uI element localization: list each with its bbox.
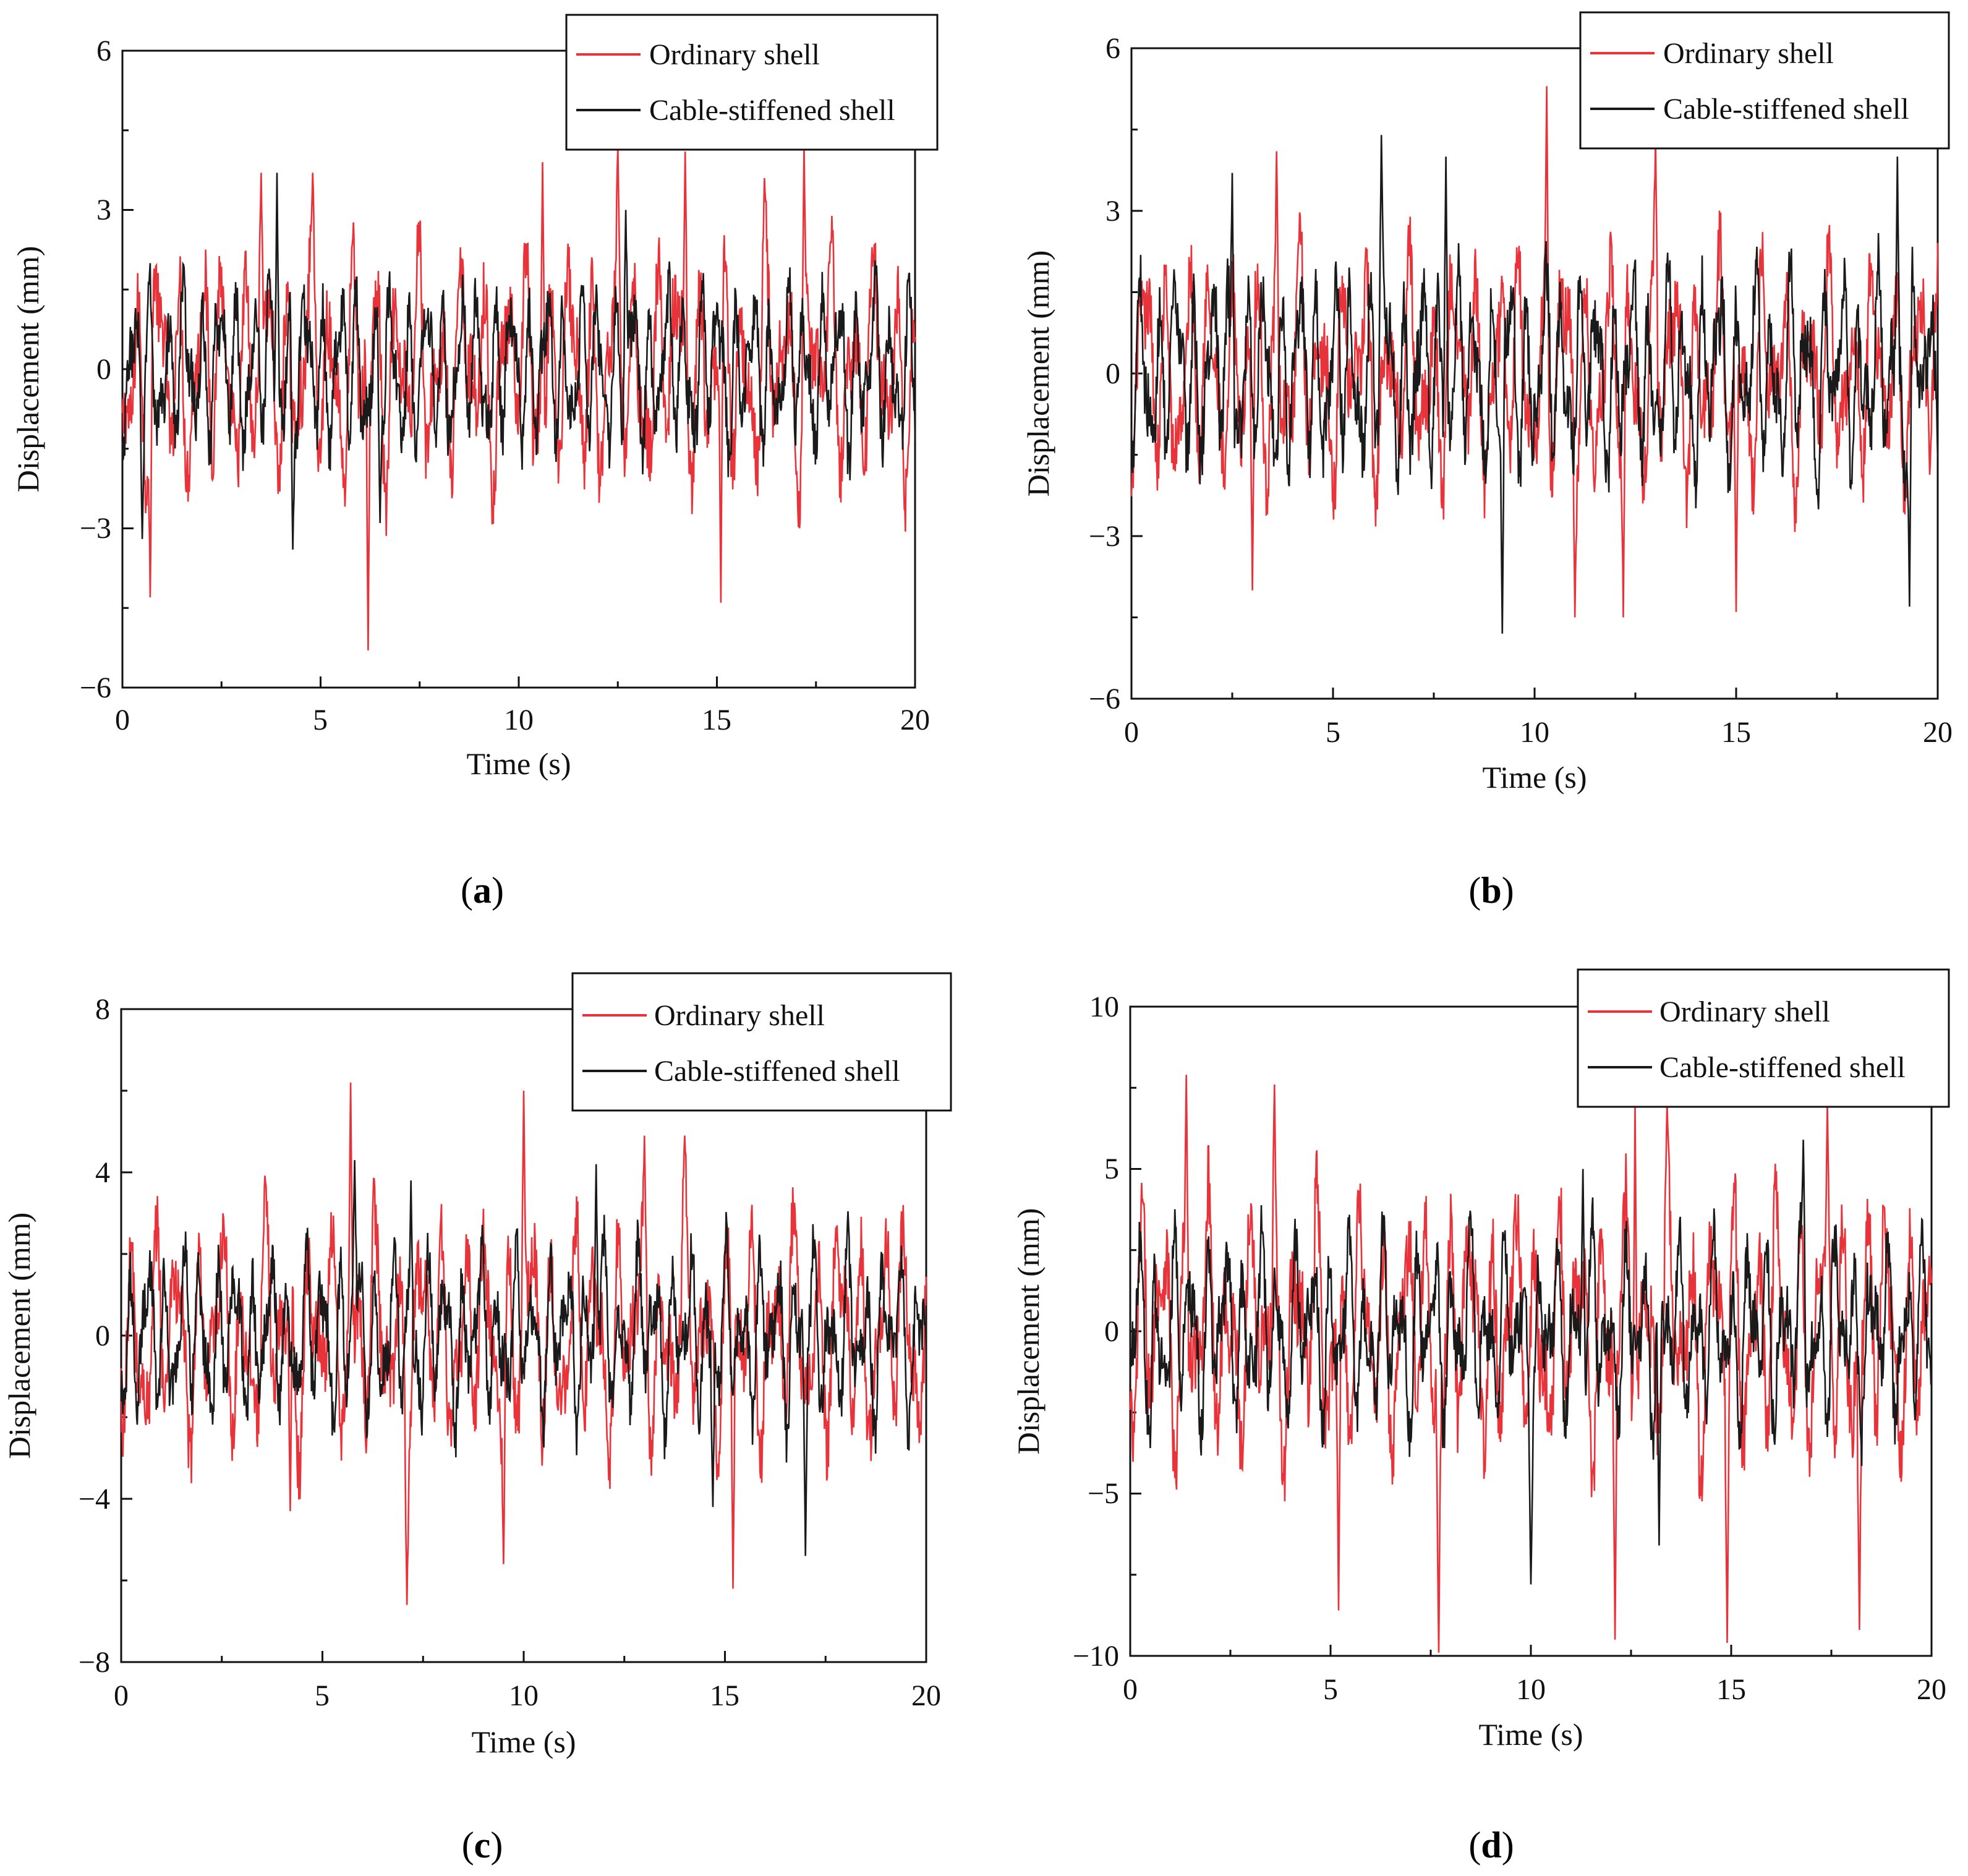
panel-d-legend-label-ordinary: Ordinary shell bbox=[1659, 996, 1830, 1028]
panel-b-xtick-label-2: 10 bbox=[1520, 716, 1549, 749]
panel-a-xtick-label-2: 10 bbox=[504, 704, 534, 736]
panel-a-ytick-label-2: 0 bbox=[96, 353, 111, 386]
panel-b-legend-label-cable: Cable-stiffened shell bbox=[1663, 93, 1909, 126]
panel-b-caption-letter: b bbox=[1481, 870, 1501, 911]
panel-c-ytick-label-4: −8 bbox=[79, 1646, 110, 1679]
panel-d-legend: Ordinary shell Cable-stiffened shell bbox=[1577, 968, 1950, 1108]
panel-a-series bbox=[121, 146, 916, 650]
panel-a: 6 3 0 −3 −6 0 5 10 15 20 Time (s) Displa… bbox=[11, 14, 939, 911]
panel-c-legend-box bbox=[571, 972, 952, 1112]
panel-d-x-axis-title: Time (s) bbox=[1478, 1717, 1583, 1752]
panel-c-xtick-label-4: 20 bbox=[911, 1679, 941, 1712]
panel-b-legend-box bbox=[1579, 11, 1950, 150]
panel-b-series bbox=[1130, 86, 1939, 634]
panel-c-xtick-label-0: 0 bbox=[114, 1679, 129, 1712]
panel-b: 6 3 0 −3 −6 0 5 10 15 20 Time (s) Displa… bbox=[1021, 11, 1953, 911]
panel-b-y-axis-title: Displacement (mm) bbox=[1021, 250, 1055, 497]
panel-b-gridticks bbox=[1130, 47, 1939, 700]
panel-a-ytick-label-4: −6 bbox=[80, 672, 111, 704]
panel-b-xtick-label-0: 0 bbox=[1124, 716, 1139, 749]
panel-a-legend-box bbox=[565, 14, 939, 151]
panel-a-legend-label-ordinary: Ordinary shell bbox=[649, 38, 820, 71]
panel-d-xtick-label-4: 20 bbox=[1917, 1673, 1946, 1706]
panel-a-caption: (a) bbox=[461, 870, 504, 911]
panel-a-series-ordinary-shell bbox=[121, 146, 916, 650]
panel-c-y-axis-title: Displacement (mm) bbox=[2, 1213, 36, 1459]
panel-d-ytick-label-1: 5 bbox=[1104, 1153, 1119, 1185]
panel-d-xtick-label-2: 10 bbox=[1516, 1673, 1546, 1706]
panel-c-ytick-label-0: 8 bbox=[95, 993, 110, 1026]
panel-c-x-axis-title: Time (s) bbox=[471, 1725, 576, 1759]
panel-a-ytick-label-0: 6 bbox=[96, 35, 111, 67]
panel-b-ytick-label-1: 3 bbox=[1105, 195, 1120, 228]
panel-c-ytick-label-1: 4 bbox=[95, 1156, 110, 1189]
panel-b-xtick-label-3: 15 bbox=[1721, 716, 1751, 749]
panel-c-legend: Ordinary shell Cable-stiffened shell bbox=[571, 972, 952, 1112]
panel-c-ytick-label-3: −4 bbox=[79, 1483, 110, 1516]
panel-c-series bbox=[120, 1082, 927, 1605]
panel-c-caption: (c) bbox=[462, 1825, 503, 1865]
panel-d-series-cable-stiffened-shell bbox=[1129, 1140, 1933, 1585]
panel-b-ytick-label-2: 0 bbox=[1105, 357, 1120, 390]
panel-c-ytick-label-2: 0 bbox=[95, 1320, 110, 1352]
panel-a-caption-letter: a bbox=[473, 870, 492, 911]
panel-a-xtick-label-1: 5 bbox=[313, 704, 328, 736]
panel-b-ytick-label-0: 6 bbox=[1105, 32, 1120, 65]
panel-c-xtick-label-1: 5 bbox=[315, 1679, 330, 1712]
panel-b-legend: Ordinary shell Cable-stiffened shell bbox=[1579, 11, 1950, 150]
panel-d: 10 5 0 −5 −10 0 5 10 15 20 Time (s) Disp… bbox=[1011, 968, 1950, 1865]
panel-c-legend-label-ordinary: Ordinary shell bbox=[654, 999, 825, 1032]
panel-b-caption: (b) bbox=[1468, 870, 1514, 911]
panel-a-ytick-label-1: 3 bbox=[96, 194, 111, 226]
panel-a-xtick-label-3: 15 bbox=[702, 704, 731, 736]
panel-b-xtick-label-1: 5 bbox=[1326, 716, 1340, 749]
panel-b-ytick-label-3: −3 bbox=[1089, 520, 1120, 553]
panel-a-legend: Ordinary shell Cable-stiffened shell bbox=[565, 14, 939, 151]
panel-d-ytick-label-0: 10 bbox=[1089, 991, 1119, 1023]
panel-d-caption: (d) bbox=[1468, 1825, 1514, 1865]
panel-b-legend-label-ordinary: Ordinary shell bbox=[1663, 37, 1834, 70]
panel-a-y-axis-title: Displacement (mm) bbox=[11, 246, 45, 493]
panel-d-legend-box bbox=[1577, 968, 1950, 1108]
panel-c-series-cable-stiffened-shell bbox=[120, 1160, 927, 1556]
panel-c: 8 4 0 −4 −8 0 5 10 15 20 Time (s) Displa… bbox=[2, 972, 952, 1865]
panel-c-legend-label-cable: Cable-stiffened shell bbox=[654, 1055, 900, 1088]
panel-b-x-axis-title: Time (s) bbox=[1482, 760, 1587, 795]
panel-a-series-cable-stiffened-shell bbox=[121, 173, 916, 550]
panel-c-caption-letter: c bbox=[474, 1825, 491, 1865]
panel-b-xtick-label-4: 20 bbox=[1923, 716, 1953, 749]
panel-a-ytick-label-3: −3 bbox=[80, 512, 111, 545]
panel-d-xtick-label-0: 0 bbox=[1123, 1673, 1138, 1706]
panel-a-xtick-label-0: 0 bbox=[115, 704, 130, 736]
panel-b-series-cable-stiffened-shell bbox=[1130, 135, 1939, 634]
panel-d-y-axis-title: Displacement (mm) bbox=[1011, 1208, 1046, 1455]
panel-d-caption-letter: d bbox=[1481, 1825, 1501, 1865]
panel-c-xtick-label-3: 15 bbox=[710, 1679, 739, 1712]
panel-b-ytick-label-4: −6 bbox=[1089, 683, 1120, 715]
panel-d-xtick-label-3: 15 bbox=[1716, 1673, 1746, 1706]
panel-d-ytick-label-2: 0 bbox=[1104, 1315, 1119, 1348]
panel-a-xtick-label-4: 20 bbox=[900, 704, 930, 736]
panel-d-ytick-label-4: −10 bbox=[1073, 1640, 1119, 1673]
panel-d-xtick-label-1: 5 bbox=[1323, 1673, 1338, 1706]
panel-d-legend-label-cable: Cable-stiffened shell bbox=[1659, 1051, 1906, 1084]
panel-c-xtick-label-2: 10 bbox=[509, 1679, 539, 1712]
panel-d-series bbox=[1129, 1075, 1933, 1653]
panel-a-legend-label-cable: Cable-stiffened shell bbox=[649, 94, 895, 127]
panel-c-series-ordinary-shell bbox=[120, 1082, 927, 1605]
panel-a-x-axis-title: Time (s) bbox=[466, 746, 571, 781]
panel-d-ytick-label-3: −5 bbox=[1088, 1477, 1119, 1510]
panel-b-series-ordinary-shell bbox=[1130, 86, 1939, 618]
